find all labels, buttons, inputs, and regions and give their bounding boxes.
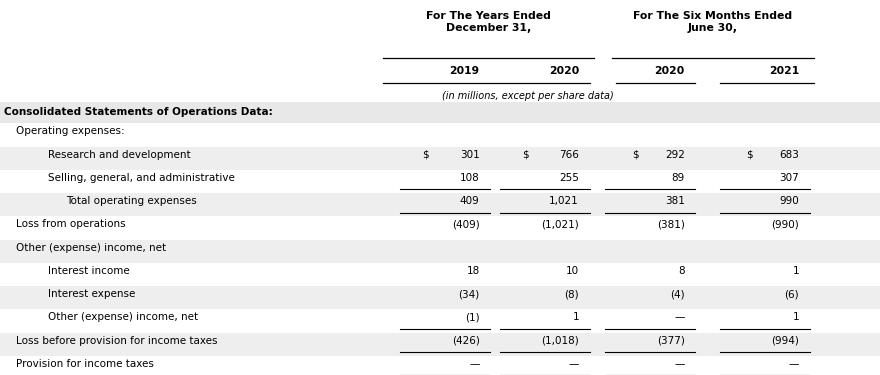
Text: 1: 1 <box>572 312 579 322</box>
Text: (34): (34) <box>458 289 480 299</box>
Text: (990): (990) <box>771 219 799 230</box>
Bar <box>0 333 880 356</box>
Bar <box>0 240 880 263</box>
Text: $: $ <box>632 150 639 160</box>
Text: 108: 108 <box>460 173 480 183</box>
Bar <box>0 147 880 170</box>
Text: (377): (377) <box>656 336 685 346</box>
Text: —: — <box>674 312 685 322</box>
Text: (1,021): (1,021) <box>541 219 579 230</box>
Text: —: — <box>568 359 579 369</box>
Text: 89: 89 <box>671 173 685 183</box>
Text: Operating expenses:: Operating expenses: <box>16 126 124 136</box>
Text: 990: 990 <box>780 196 799 206</box>
Text: 255: 255 <box>559 173 579 183</box>
Text: For The Years Ended
December 31,: For The Years Ended December 31, <box>426 11 551 33</box>
Text: Total operating expenses: Total operating expenses <box>66 196 197 206</box>
Text: (4): (4) <box>670 289 685 299</box>
Text: (8): (8) <box>564 289 579 299</box>
Text: 18: 18 <box>466 266 480 276</box>
Text: Other (expense) income, net: Other (expense) income, net <box>48 312 199 322</box>
Text: Loss from operations: Loss from operations <box>16 219 126 230</box>
Bar <box>0 193 880 216</box>
Text: (409): (409) <box>451 219 480 230</box>
Text: 10: 10 <box>566 266 579 276</box>
Text: (6): (6) <box>784 289 799 299</box>
Text: 301: 301 <box>460 150 480 160</box>
Text: $: $ <box>746 150 753 160</box>
Text: 409: 409 <box>460 196 480 206</box>
Text: 292: 292 <box>664 150 685 160</box>
Text: 8: 8 <box>678 266 685 276</box>
Bar <box>0 286 880 309</box>
Text: 307: 307 <box>780 173 799 183</box>
Text: 1,021: 1,021 <box>549 196 579 206</box>
Text: Selling, general, and administrative: Selling, general, and administrative <box>48 173 235 183</box>
Text: 766: 766 <box>559 150 579 160</box>
Text: (1,018): (1,018) <box>541 336 579 346</box>
Text: Interest income: Interest income <box>48 266 130 276</box>
Text: Research and development: Research and development <box>48 150 191 160</box>
Bar <box>0 102 880 123</box>
Text: 2020: 2020 <box>655 66 685 76</box>
Text: Consolidated Statements of Operations Data:: Consolidated Statements of Operations Da… <box>4 107 273 117</box>
Text: (in millions, except per share data): (in millions, except per share data) <box>442 91 614 101</box>
Text: 1: 1 <box>792 312 799 322</box>
Text: For The Six Months Ended
June 30,: For The Six Months Ended June 30, <box>634 11 792 33</box>
Text: (994): (994) <box>771 336 799 346</box>
Text: $: $ <box>422 150 429 160</box>
Text: Interest expense: Interest expense <box>48 289 136 299</box>
Text: (426): (426) <box>451 336 480 346</box>
Text: Other (expense) income, net: Other (expense) income, net <box>16 243 166 253</box>
Text: (1): (1) <box>465 312 480 322</box>
Text: 683: 683 <box>779 150 799 160</box>
Text: 2019: 2019 <box>450 66 480 76</box>
Text: (381): (381) <box>656 219 685 230</box>
Text: 2020: 2020 <box>549 66 579 76</box>
Text: 2021: 2021 <box>769 66 799 76</box>
Text: Loss before provision for income taxes: Loss before provision for income taxes <box>16 336 217 346</box>
Text: —: — <box>788 359 799 369</box>
Text: —: — <box>469 359 480 369</box>
Text: 1: 1 <box>792 266 799 276</box>
Text: $: $ <box>522 150 529 160</box>
Text: 381: 381 <box>664 196 685 206</box>
Text: —: — <box>674 359 685 369</box>
Text: Provision for income taxes: Provision for income taxes <box>16 359 154 369</box>
